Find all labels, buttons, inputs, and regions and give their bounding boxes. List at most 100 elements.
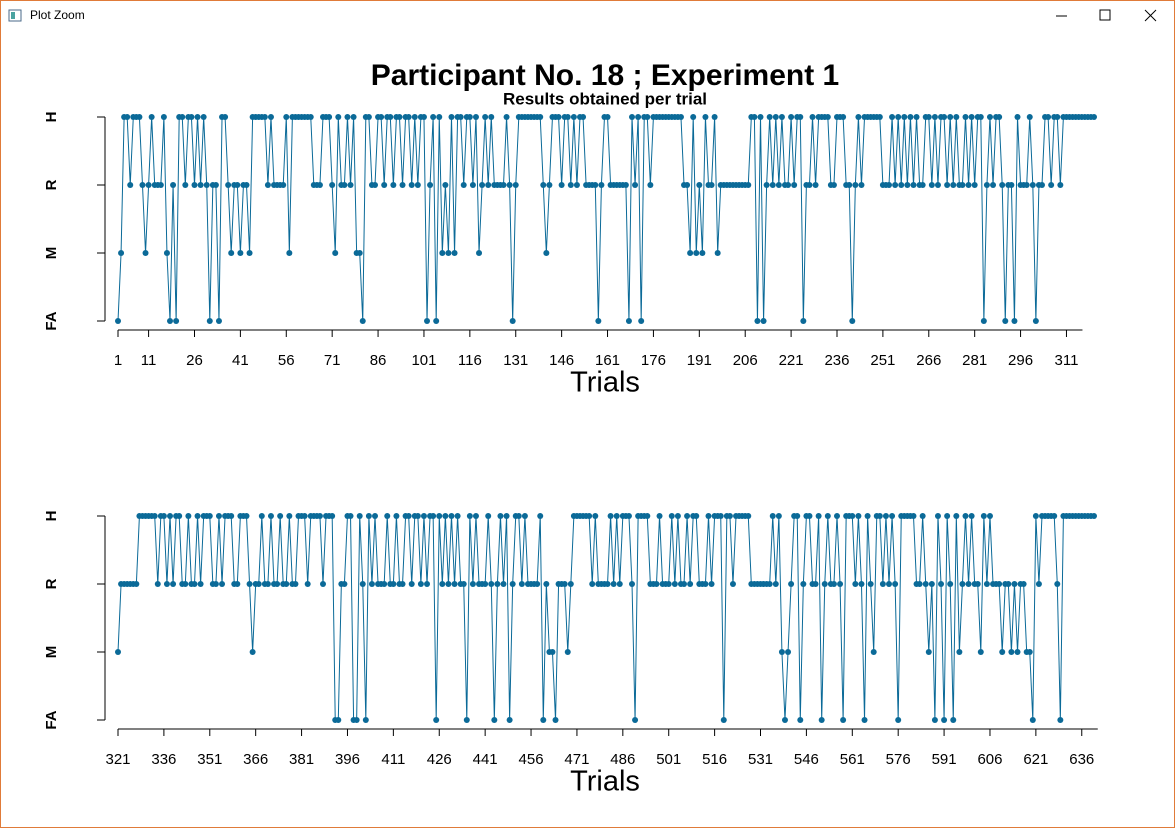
data-point — [763, 182, 770, 188]
data-point — [775, 513, 782, 519]
data-point — [570, 114, 577, 120]
data-point — [797, 717, 804, 723]
y-tick-label: H — [43, 112, 60, 123]
data-point — [485, 182, 492, 188]
data-point — [543, 581, 550, 587]
data-point — [267, 114, 274, 120]
data-point — [191, 182, 198, 188]
data-point — [170, 581, 177, 587]
close-button[interactable] — [1144, 9, 1157, 22]
data-point — [264, 581, 271, 587]
data-point — [378, 114, 385, 120]
data-point — [286, 513, 293, 519]
y-tick-label: R — [43, 179, 60, 190]
x-tick-label: 251 — [870, 352, 895, 369]
data-point — [855, 513, 862, 519]
data-point — [693, 513, 700, 519]
data-point — [194, 114, 201, 120]
maximize-button[interactable] — [1099, 9, 1111, 21]
data-point — [852, 581, 859, 587]
data-point — [1091, 513, 1097, 519]
data-point — [246, 250, 253, 256]
data-point — [179, 114, 186, 120]
data-point — [922, 581, 929, 587]
data-point — [170, 182, 177, 188]
data-point — [182, 581, 189, 587]
data-point — [671, 581, 678, 587]
data-point — [215, 318, 222, 324]
data-point — [846, 182, 853, 188]
data-point — [264, 182, 271, 188]
data-point — [286, 250, 293, 256]
data-point — [497, 513, 504, 519]
data-point — [1051, 513, 1058, 519]
data-point — [726, 513, 733, 519]
data-point — [693, 250, 700, 256]
data-point — [212, 581, 219, 587]
data-point — [629, 581, 636, 587]
data-point — [549, 649, 556, 655]
data-point — [898, 182, 905, 188]
data-point — [1020, 581, 1027, 587]
data-point — [341, 182, 348, 188]
data-point — [292, 581, 299, 587]
data-point — [399, 182, 406, 188]
data-point — [160, 513, 167, 519]
data-point — [656, 513, 663, 519]
data-point — [944, 513, 951, 519]
data-point — [944, 182, 951, 188]
data-point — [986, 513, 993, 519]
data-point — [956, 649, 963, 655]
data-point — [445, 581, 452, 587]
data-point — [638, 318, 645, 324]
data-point — [858, 581, 865, 587]
data-point — [1026, 649, 1033, 655]
data-point — [931, 114, 938, 120]
data-point — [1091, 114, 1097, 120]
data-point — [488, 581, 495, 587]
data-point — [1029, 182, 1036, 188]
x-tick-label: 396 — [335, 751, 360, 768]
data-point — [1014, 649, 1021, 655]
data-point — [901, 114, 908, 120]
data-point — [500, 581, 507, 587]
data-point — [350, 114, 357, 120]
data-point — [163, 250, 170, 256]
data-point — [925, 649, 932, 655]
data-point — [983, 182, 990, 188]
x-tick-label: 546 — [794, 751, 819, 768]
data-point — [840, 114, 847, 120]
data-point — [919, 513, 926, 519]
data-point — [384, 513, 391, 519]
data-point — [445, 250, 452, 256]
data-point — [907, 114, 914, 120]
data-point — [142, 250, 149, 256]
x-tick-label: 101 — [411, 352, 436, 369]
data-point — [124, 114, 131, 120]
data-point — [980, 318, 987, 324]
data-point — [806, 182, 813, 188]
data-point — [644, 114, 651, 120]
data-point — [778, 649, 785, 655]
data-point — [953, 513, 960, 519]
data-point — [714, 250, 721, 256]
data-point — [629, 114, 636, 120]
data-point — [133, 581, 140, 587]
data-point — [668, 513, 675, 519]
data-point — [301, 513, 308, 519]
data-point — [1032, 513, 1039, 519]
data-point — [304, 581, 311, 587]
data-point — [115, 318, 121, 324]
data-point — [684, 513, 691, 519]
data-point — [589, 581, 596, 587]
data-point — [390, 182, 397, 188]
data-point — [1008, 182, 1015, 188]
data-point — [595, 318, 602, 324]
data-point — [127, 182, 134, 188]
data-point — [219, 581, 226, 587]
data-point — [469, 182, 476, 188]
data-point — [717, 513, 724, 519]
data-point — [996, 114, 1003, 120]
data-point — [537, 114, 544, 120]
data-point — [176, 513, 183, 519]
